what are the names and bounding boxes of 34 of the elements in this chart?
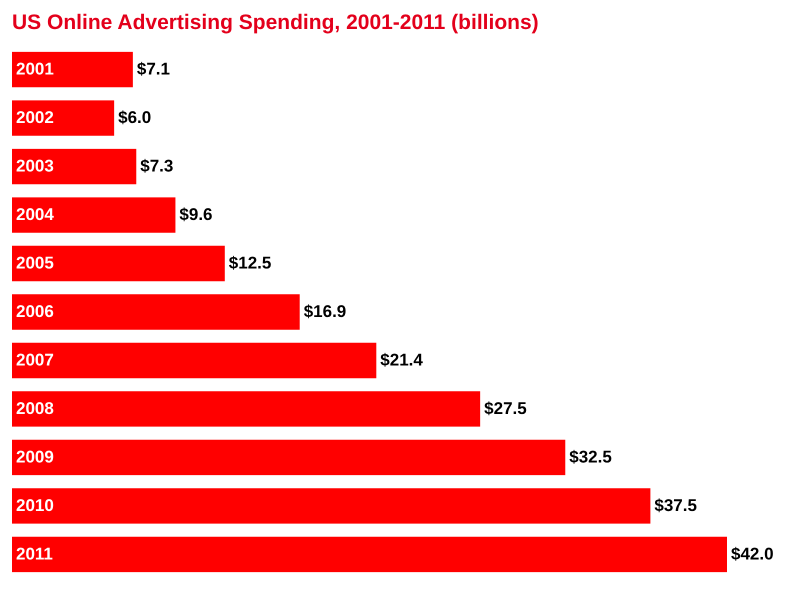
bar bbox=[12, 440, 566, 476]
data-label: $7.3 bbox=[140, 156, 174, 176]
bar bbox=[12, 52, 133, 88]
bar bbox=[12, 391, 480, 427]
y-tick-label: 2006 bbox=[16, 302, 54, 321]
data-label: $7.1 bbox=[136, 60, 170, 79]
y-tick-label: 2010 bbox=[16, 496, 54, 515]
data-label: $9.6 bbox=[179, 205, 213, 224]
bar bbox=[12, 342, 376, 378]
y-tick-label: 2009 bbox=[16, 447, 54, 466]
bar bbox=[12, 100, 114, 136]
y-tick-label: 2002 bbox=[16, 108, 54, 128]
chart-title: US Online Advertising Spending, 2001-2011 (billions) bbox=[12, 11, 539, 34]
data-label: $12.5 bbox=[228, 254, 272, 273]
data-label: $32.5 bbox=[569, 447, 612, 466]
y-tick-label: 2008 bbox=[16, 398, 54, 418]
y-tick-label: 2003 bbox=[16, 156, 54, 176]
data-label: $6.0 bbox=[118, 108, 152, 128]
data-label: $16.9 bbox=[304, 302, 346, 321]
y-tick-label: 2004 bbox=[16, 205, 54, 224]
bar bbox=[12, 197, 176, 233]
data-label: $21.4 bbox=[380, 350, 424, 370]
bar bbox=[12, 294, 300, 330]
bar bbox=[12, 148, 136, 184]
data-label: $27.5 bbox=[484, 398, 527, 418]
bar bbox=[12, 246, 225, 282]
y-tick-label: 2011 bbox=[16, 544, 53, 564]
data-label: $37.5 bbox=[654, 496, 697, 515]
y-tick-label: 2001 bbox=[16, 60, 54, 79]
bar bbox=[12, 488, 650, 524]
data-label: $42.0 bbox=[731, 544, 774, 564]
y-tick-label: 2005 bbox=[16, 254, 54, 273]
bar bbox=[12, 536, 727, 572]
y-tick-label: 2007 bbox=[16, 350, 54, 370]
